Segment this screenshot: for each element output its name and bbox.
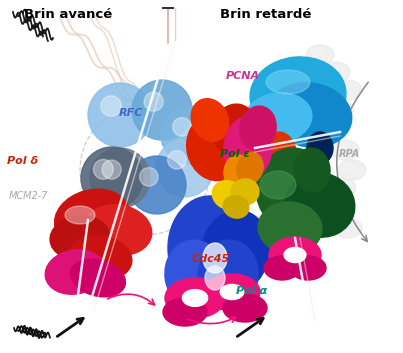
Ellipse shape [165,278,225,318]
Ellipse shape [168,196,252,300]
Ellipse shape [205,266,225,290]
Text: RFC: RFC [119,108,143,118]
Ellipse shape [198,240,258,310]
Ellipse shape [327,64,337,72]
Circle shape [161,106,219,164]
Ellipse shape [264,132,296,172]
Ellipse shape [220,285,244,300]
Circle shape [102,160,121,179]
Ellipse shape [285,173,355,237]
Circle shape [93,160,113,179]
Ellipse shape [258,202,322,254]
Ellipse shape [256,148,332,232]
Ellipse shape [328,178,356,198]
Ellipse shape [223,196,249,218]
Ellipse shape [45,250,105,294]
Circle shape [168,151,186,169]
Ellipse shape [244,93,312,143]
Ellipse shape [183,289,208,306]
Ellipse shape [269,237,321,273]
Ellipse shape [224,116,272,180]
Circle shape [88,83,152,147]
Ellipse shape [68,236,132,280]
Ellipse shape [294,148,330,192]
Ellipse shape [343,162,353,170]
Text: MCM2-7: MCM2-7 [9,191,48,201]
Ellipse shape [165,240,225,310]
Circle shape [132,80,192,140]
Ellipse shape [326,100,354,120]
Ellipse shape [339,220,349,228]
Ellipse shape [212,181,244,209]
Ellipse shape [65,206,95,224]
Ellipse shape [322,62,350,82]
Ellipse shape [331,102,341,110]
Text: PCNA: PCNA [226,71,260,81]
Circle shape [172,118,191,136]
Ellipse shape [240,106,276,150]
Ellipse shape [334,80,362,100]
Ellipse shape [250,57,346,133]
Text: RPA: RPA [339,149,360,158]
Circle shape [101,96,121,116]
Circle shape [90,148,150,208]
Circle shape [144,92,163,111]
Ellipse shape [334,218,362,238]
Ellipse shape [323,200,333,208]
Ellipse shape [237,152,263,184]
Ellipse shape [321,122,331,130]
Ellipse shape [333,180,343,188]
Ellipse shape [307,132,333,164]
Ellipse shape [290,256,326,280]
Ellipse shape [191,98,229,141]
Ellipse shape [187,115,243,181]
Ellipse shape [316,120,344,140]
Ellipse shape [203,243,227,273]
Ellipse shape [331,140,359,160]
Ellipse shape [264,256,300,280]
Ellipse shape [338,160,366,180]
Text: Pol α: Pol α [236,286,267,296]
Circle shape [81,147,143,209]
Ellipse shape [336,142,346,150]
Ellipse shape [54,189,129,247]
Ellipse shape [318,198,346,218]
Ellipse shape [268,83,352,147]
Ellipse shape [266,70,310,94]
Ellipse shape [201,210,269,294]
Text: Brin avancé: Brin avancé [25,8,112,20]
Text: Cdc45: Cdc45 [191,255,230,264]
Ellipse shape [71,259,125,297]
Ellipse shape [223,294,267,322]
Ellipse shape [50,216,110,260]
Ellipse shape [311,47,321,55]
Text: Brin retardé: Brin retardé [220,8,312,20]
Text: Pol ε: Pol ε [220,149,249,158]
Ellipse shape [204,274,260,310]
Ellipse shape [260,171,296,199]
Ellipse shape [224,155,252,191]
Circle shape [156,139,214,197]
Ellipse shape [284,247,306,263]
Circle shape [128,156,186,214]
Ellipse shape [84,205,152,255]
Ellipse shape [163,298,207,326]
Ellipse shape [231,179,259,205]
Circle shape [139,168,158,186]
Ellipse shape [213,104,257,156]
Text: Pol δ: Pol δ [7,156,38,166]
Ellipse shape [306,45,334,65]
Ellipse shape [339,82,349,90]
